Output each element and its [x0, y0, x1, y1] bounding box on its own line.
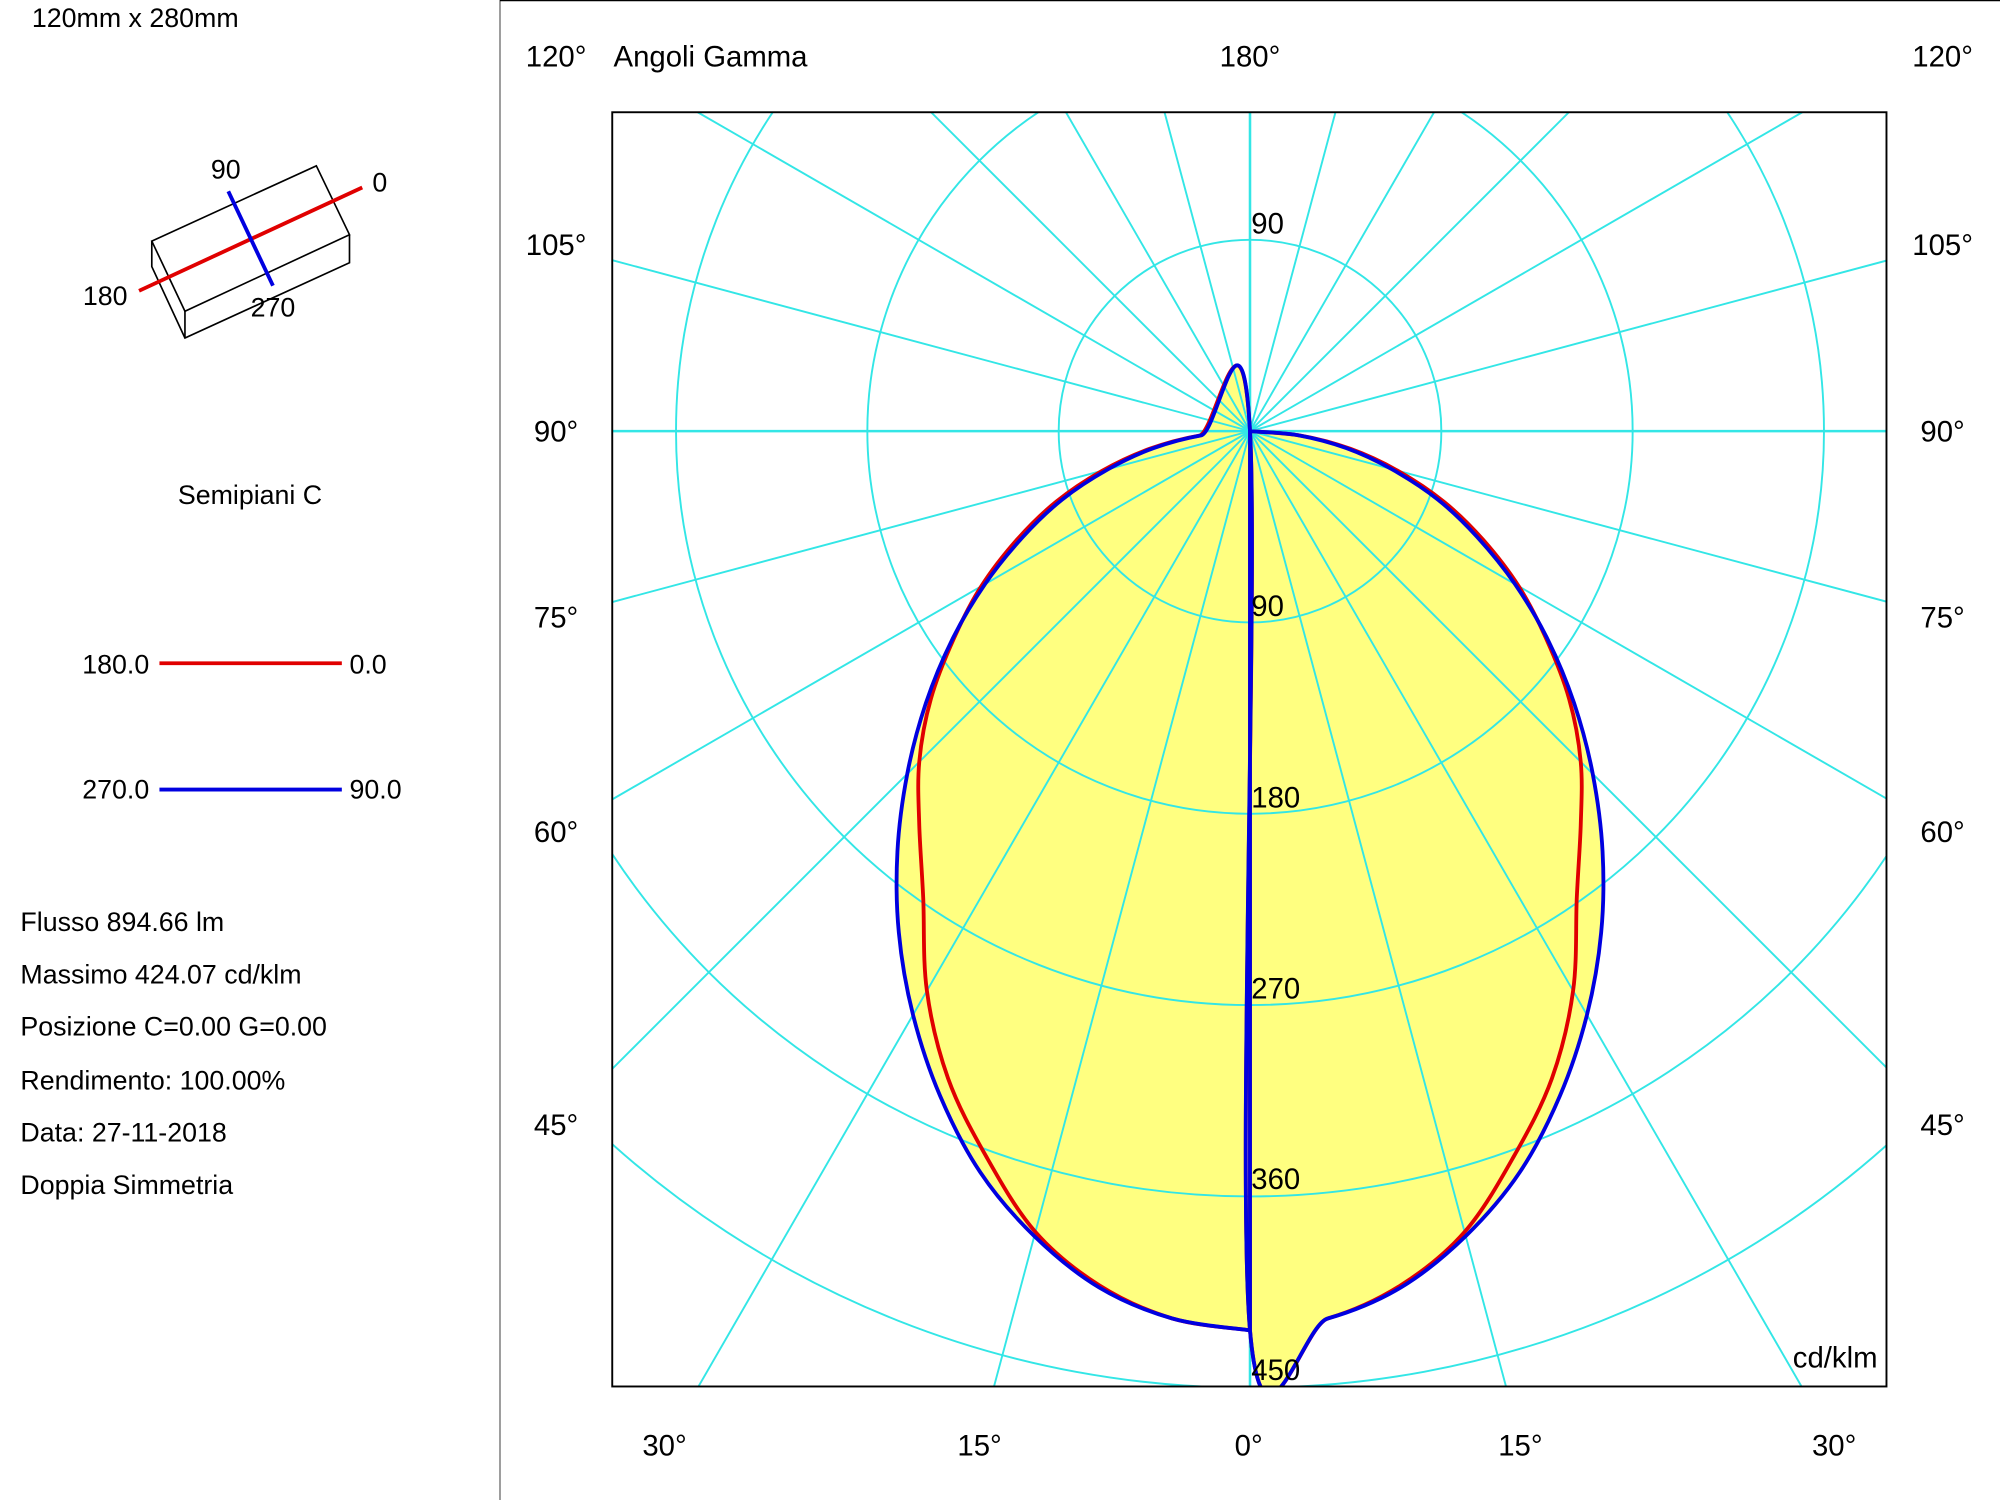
grid-radial-150	[1249, 112, 1435, 432]
plot-frame	[611, 111, 1888, 1388]
info-flux: Flusso 894.66 lm	[20, 907, 224, 937]
gamma-label: 15°	[957, 1429, 1001, 1462]
left-panel: 120mm x 280mm 90 0 180 270 Semipiani C 1…	[20, 3, 401, 1200]
grid-radial-240	[697, 112, 1251, 432]
legend-item-blue: 270.0 90.0	[82, 774, 401, 804]
info-max: Massimo 424.07 cd/klm	[20, 959, 301, 989]
gamma-label: 120°	[526, 40, 587, 73]
gamma-label: 75°	[1920, 602, 1964, 635]
grid-radial-105	[1249, 259, 1887, 433]
c270-label: 270	[251, 292, 296, 322]
gamma-label: 90°	[534, 415, 578, 448]
radial-label-180: 180	[1251, 781, 1300, 814]
grid-radial-165	[1249, 112, 1337, 432]
gamma-label: 60°	[1920, 816, 1964, 849]
c90-label: 90	[211, 155, 241, 185]
gamma-label: 90°	[1920, 415, 1964, 448]
grid-radial-135	[1249, 112, 1570, 432]
chart-title: Angoli Gamma	[614, 40, 809, 73]
info-efficiency: Rendimento: 100.00%	[20, 1065, 285, 1095]
gamma-label: 30°	[642, 1429, 686, 1462]
grid-radial-210	[1065, 112, 1251, 432]
grid-radial-60	[1249, 430, 1887, 800]
grid-radial-15	[1249, 430, 1507, 1387]
gamma-labels-left: 120° 105° 90° 75° 60° 45°	[526, 40, 587, 1142]
info-block: Flusso 894.66 lm Massimo 424.07 cd/klm P…	[20, 907, 327, 1200]
radial-label-270: 270	[1251, 973, 1300, 1006]
gamma-label: 75°	[534, 602, 578, 635]
gamma-label: 45°	[1920, 1109, 1964, 1142]
legend-left-label: 180.0	[82, 649, 149, 679]
grid-radial-120	[1249, 112, 1803, 432]
legend-left-label: 270.0	[82, 774, 149, 804]
unit-label: cd/klm	[1793, 1341, 1878, 1374]
grid-radial-30	[1249, 430, 1803, 1387]
gamma-label: 15°	[1498, 1429, 1542, 1462]
radial-tick-labels: 90 90 180 270 360 450	[1251, 207, 1300, 1387]
gamma-label: 45°	[534, 1109, 578, 1142]
gamma-label: 120°	[1912, 40, 1973, 73]
gamma-label: 0°	[1235, 1429, 1263, 1462]
c180-label: 180	[83, 281, 128, 311]
grid-radial-300	[612, 430, 1251, 801]
grid-radial-345	[993, 430, 1251, 1387]
dimensions-label: 120mm x 280mm	[32, 3, 239, 33]
gamma-label: 60°	[534, 816, 578, 849]
gamma-labels-right: 120° 105° 90° 75° 60° 45°	[1912, 40, 1973, 1142]
grid-radial-75	[1249, 430, 1887, 603]
c0-label: 0	[372, 167, 387, 197]
gamma-label: 105°	[526, 229, 587, 262]
info-position: Posizione C=0.00 G=0.00	[20, 1012, 327, 1042]
legend-right-label: 0.0	[349, 649, 386, 679]
info-symmetry: Doppia Simmetria	[20, 1170, 233, 1200]
grid-radial-285	[612, 430, 1251, 603]
grid-radial-225	[930, 112, 1251, 432]
gamma-label-top: 180°	[1220, 40, 1281, 73]
grid-radial-330	[697, 430, 1251, 1387]
grid-radial-255	[612, 259, 1251, 433]
radial-label-90: 90	[1251, 590, 1284, 623]
gamma-label: 30°	[1812, 1429, 1856, 1462]
legend-title: Semipiani C	[178, 480, 322, 510]
curve-c90-c270	[894, 363, 1606, 1387]
luminaire-diagram: 90 0 180 270	[83, 155, 387, 340]
polar-plot: 90 90 180 270 360 450 cd/klm Angoli Gamm…	[526, 40, 1973, 1462]
info-date: Data: 27-11-2018	[20, 1118, 226, 1148]
gamma-label: 105°	[1912, 229, 1973, 262]
radial-label-450: 450	[1251, 1354, 1300, 1387]
legend-right-label: 90.0	[349, 774, 401, 804]
grid-radial-315	[612, 430, 1251, 1070]
legend-item-red: 180.0 0.0	[82, 649, 386, 679]
radial-label-top-90: 90	[1251, 207, 1284, 240]
radial-label-360: 360	[1251, 1163, 1300, 1196]
grid-radial-45	[1249, 430, 1887, 1069]
box-side-faces	[150, 234, 351, 340]
gamma-labels-bottom: 30° 15° 0° 15° 30°	[642, 1429, 1856, 1462]
c90-c270-axis	[226, 190, 275, 287]
grid-radial-195	[1163, 112, 1251, 432]
